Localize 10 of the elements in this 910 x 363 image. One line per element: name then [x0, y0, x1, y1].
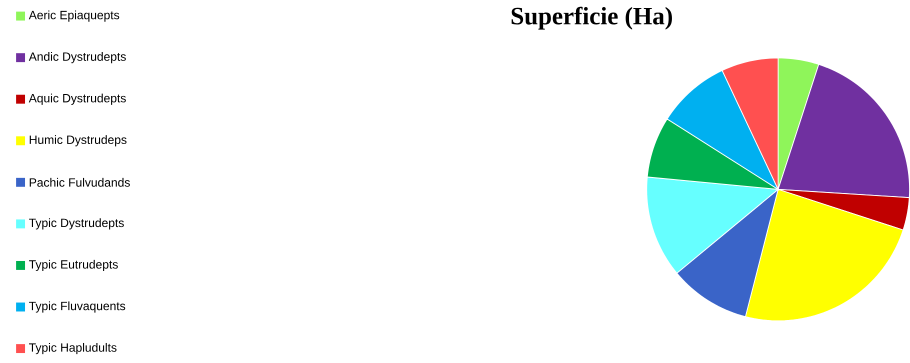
legend-label: Typic Hapludults: [29, 343, 117, 354]
legend-label: Aquic Dystrudepts: [28, 94, 126, 105]
chart-title: Superficie (Ha): [512, 6, 672, 30]
legend-label: Typic Fluvaquents: [29, 301, 126, 313]
legend-label: Typic Eutrudepts: [29, 260, 118, 272]
legend-label: Typic Dystrudepts: [29, 218, 124, 230]
legend-label: Aeric Epiaquepts: [28, 10, 120, 22]
legend-label: Andic Dystrudepts: [28, 52, 126, 64]
legend-label: Pachic Fulvudands: [30, 178, 130, 187]
legend-label: Humic Dystrudeps: [30, 135, 127, 146]
